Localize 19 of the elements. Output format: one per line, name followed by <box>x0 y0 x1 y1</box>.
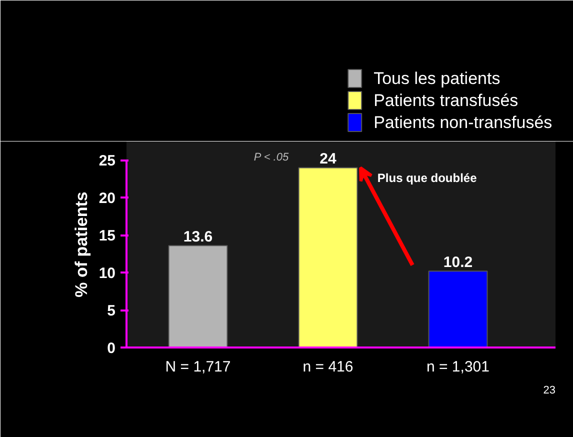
x-tick-label: n = 1,301 <box>426 358 490 376</box>
legend-label: Patients transfusés <box>374 91 518 110</box>
y-tick-label: 5 <box>107 302 116 320</box>
y-tick-label: 25 <box>98 152 116 170</box>
y-axis-title: % of patients <box>72 192 91 298</box>
text: 23 <box>543 384 556 396</box>
data-label: 13.6 <box>183 228 213 246</box>
y-tick-label: 0 <box>107 340 116 357</box>
annotation: Plus que doublée <box>377 170 478 185</box>
y-tick-label: 15 <box>98 228 116 245</box>
y-tick-label: 20 <box>98 190 116 208</box>
legend-label: Tous les patients <box>374 69 500 88</box>
data-label: 10.2 <box>443 254 473 272</box>
annotation: P < .05 <box>254 152 290 164</box>
x-tick-label: n = 416 <box>302 358 354 376</box>
y-tick-label: 10 <box>98 265 116 282</box>
x-tick-label: N = 1,717 <box>165 358 231 376</box>
legend-label: Patients non-transfusés <box>374 113 552 132</box>
data-label: 24 <box>320 150 337 168</box>
